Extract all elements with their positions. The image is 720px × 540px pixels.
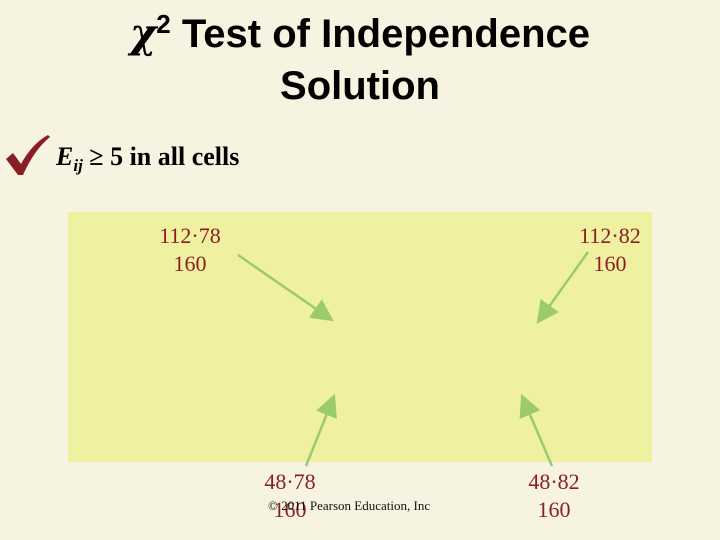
expected-fraction-top-right: 112·82 160 [568, 222, 652, 278]
expected-fraction-top-left: 112·78 160 [148, 222, 232, 278]
copyright-notice: © 2011 Pearson Education, Inc [268, 498, 431, 513]
arrow-bottom-left [304, 393, 337, 467]
arrow-top-right [536, 251, 590, 324]
fraction-denominator: 160 [537, 497, 571, 522]
fraction-denominator: 160 [593, 251, 627, 276]
chi-superscript: 2 [156, 9, 171, 39]
fraction-numerator: 48·82 [528, 469, 580, 494]
expected-fraction-bottom-right: 48·82 160 [512, 468, 596, 524]
slide-title-line-1: χ2 Test of Independence [0, 9, 720, 60]
fraction-numerator: 48·78 [264, 469, 316, 494]
expected-fraction-bottom-left: 48·78 160 [248, 468, 332, 524]
chi-symbol: χ [129, 10, 157, 57]
slide-title-line-2: Solution [280, 64, 440, 108]
expected-variable: E [56, 142, 74, 171]
arrow-top-left [237, 253, 334, 322]
bullet-condition: Eij ≥ 5 in all cells [56, 140, 239, 177]
contingency-table-area [68, 212, 652, 462]
arrow-bottom-right [519, 393, 554, 467]
checkmark-icon [6, 135, 50, 175]
fraction-denominator: 160 [273, 497, 307, 522]
condition-text: ≥ 5 in all cells [82, 142, 240, 171]
fraction-denominator: 160 [173, 251, 207, 276]
title-text: Test of Independence [170, 12, 591, 56]
fraction-numerator: 112·82 [579, 223, 641, 248]
fraction-numerator: 112·78 [159, 223, 221, 248]
expected-subscript: ij [73, 156, 83, 175]
